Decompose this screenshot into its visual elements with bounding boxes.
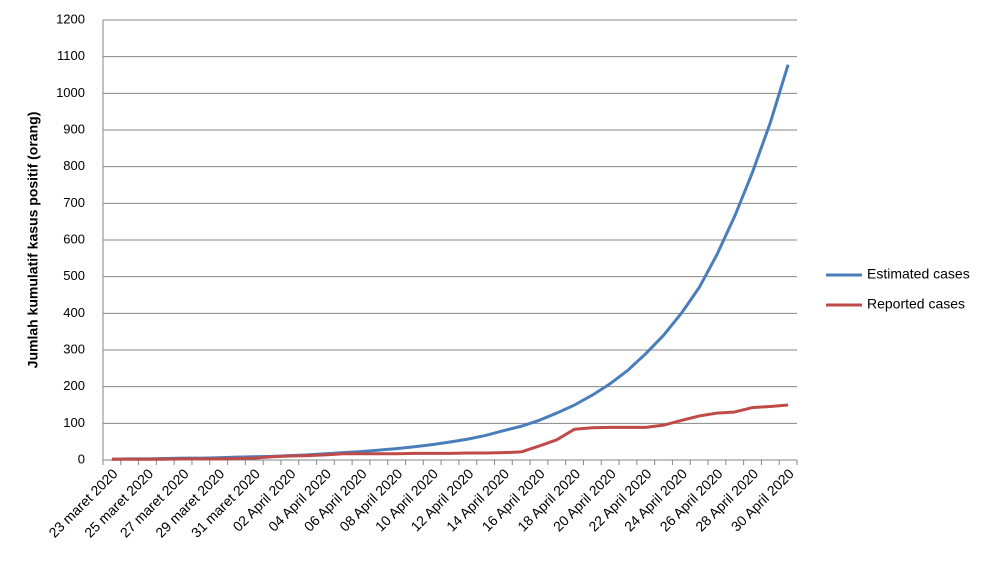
series-line (111, 64, 790, 461)
legend-label: Reported cases (867, 296, 965, 312)
y-tick-label: 1200 (56, 11, 85, 26)
y-tick-label: 0 (78, 451, 85, 466)
y-tick-label: 400 (63, 305, 85, 320)
y-tick-label: 1000 (56, 85, 85, 100)
y-tick-label: 100 (63, 415, 85, 430)
y-axis-label: Jumlah kumulatif kasus positif (orang) (25, 112, 41, 369)
y-tick-label: 500 (63, 268, 85, 283)
x-tick-label: 30 April 2020 (728, 465, 797, 534)
y-tick-label: 900 (63, 121, 85, 136)
y-tick-label: 1100 (57, 48, 85, 63)
y-tick-label: 800 (63, 158, 85, 173)
y-tick-label: 600 (63, 231, 85, 246)
legend-label: Estimated cases (867, 266, 970, 282)
y-tick-label: 200 (63, 378, 85, 393)
series-line (111, 403, 789, 461)
y-tick-label: 700 (63, 195, 85, 210)
y-tick-label: 300 (63, 341, 85, 356)
